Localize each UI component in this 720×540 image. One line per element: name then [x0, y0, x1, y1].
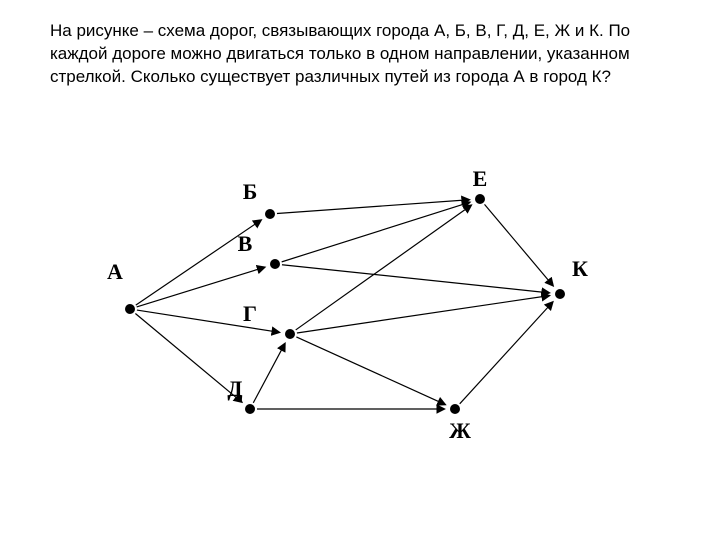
graph-diagram: А БВ Г Д Е Ж К	[50, 119, 670, 499]
problem-text: На рисунке – схема дорог, связывающих го…	[50, 20, 670, 89]
label-V: В	[238, 231, 253, 257]
node-ZH	[450, 404, 460, 414]
node-A	[125, 304, 135, 314]
edge-G-K	[297, 295, 549, 332]
label-D: Д	[227, 376, 242, 402]
edge-A-G	[137, 310, 279, 332]
node-E	[475, 194, 485, 204]
edge-D-G	[253, 344, 285, 403]
node-B	[265, 209, 275, 219]
edge-V-K	[282, 265, 549, 293]
label-A: А	[107, 259, 123, 285]
graph-svg	[50, 119, 670, 499]
node-D	[245, 404, 255, 414]
label-K: К	[572, 256, 588, 282]
label-G: Г	[243, 301, 257, 327]
label-E: Е	[473, 166, 488, 192]
node-K	[555, 289, 565, 299]
edge-E-K	[485, 204, 553, 285]
label-ZH: Ж	[449, 418, 471, 444]
node-V	[270, 259, 280, 269]
node-G	[285, 329, 295, 339]
label-B: Б	[243, 179, 258, 205]
edge-ZH-K	[460, 302, 553, 404]
edge-A-D	[135, 313, 241, 401]
edge-G-ZH	[296, 337, 445, 405]
